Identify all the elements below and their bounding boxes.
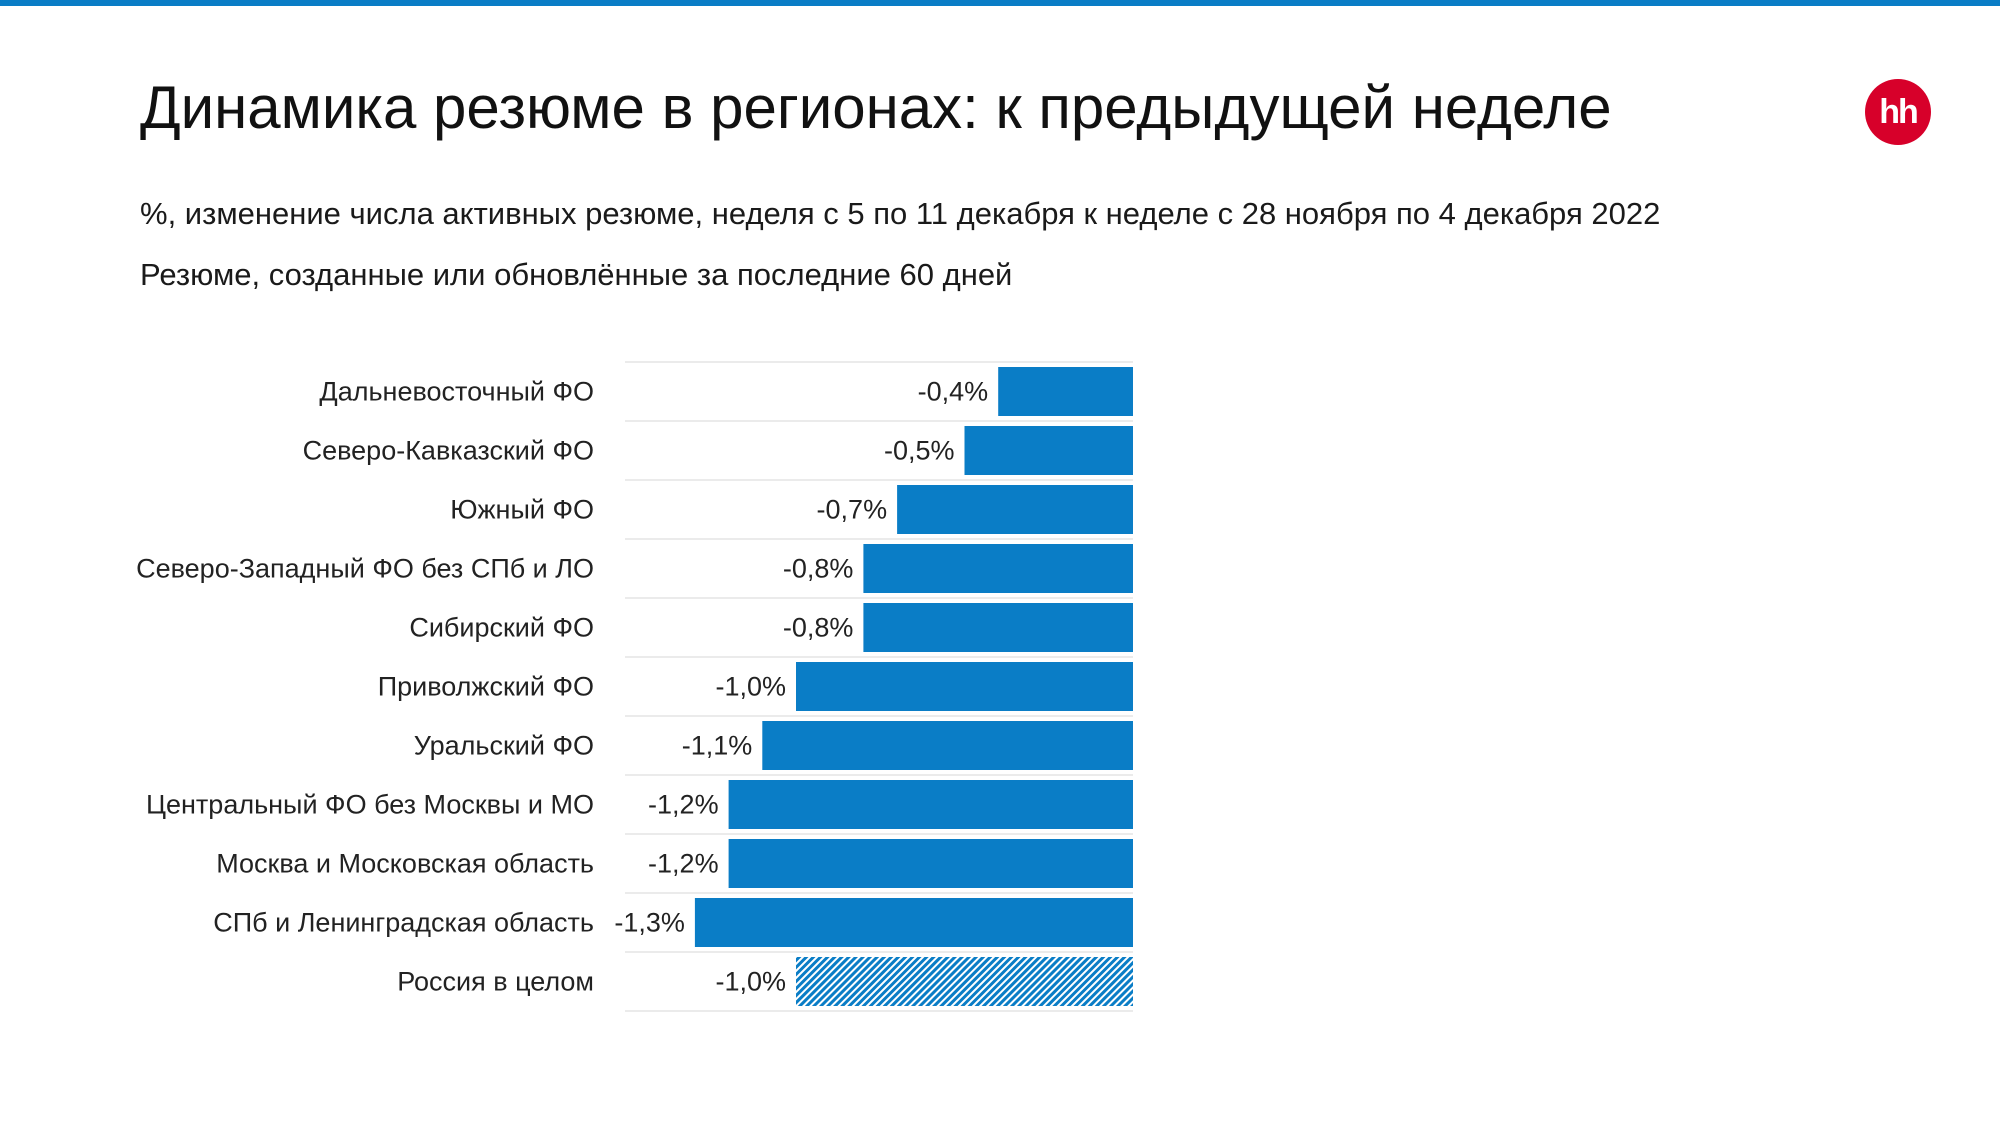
bar <box>728 839 1133 888</box>
chart-note: Резюме, созданные или обновлённые за пос… <box>140 257 1013 292</box>
category-label: Уральский ФО <box>414 731 594 761</box>
chart-subtitle: %, изменение числа активных резюме, неде… <box>140 196 1661 231</box>
bar <box>897 485 1133 534</box>
value-label: -1,3% <box>614 908 685 938</box>
category-label: СПб и Ленинградская область <box>213 908 594 938</box>
value-label: -1,0% <box>715 672 786 702</box>
value-label: -1,2% <box>648 849 719 879</box>
bar <box>694 898 1133 947</box>
category-label: Центральный ФО без Москвы и МО <box>146 790 594 820</box>
bar <box>863 544 1133 593</box>
category-label: Сибирский ФО <box>409 613 594 643</box>
category-label: Северо-Кавказский ФО <box>303 436 594 466</box>
hh-logo-icon: hh <box>1865 79 1931 145</box>
value-label: -1,1% <box>682 731 753 761</box>
bar <box>728 780 1133 829</box>
category-label: Москва и Московская область <box>216 849 594 879</box>
value-label: -0,8% <box>783 613 854 643</box>
bar <box>863 603 1133 652</box>
top-accent-rule <box>0 0 2000 6</box>
value-label: -1,2% <box>648 790 719 820</box>
category-label: Северо-Западный ФО без СПб и ЛО <box>136 554 594 584</box>
page-title: Динамика резюме в регионах: к предыдущей… <box>140 74 1612 141</box>
bar-chart: Дальневосточный ФО -0,4% Северо-Кавказский… <box>136 361 1133 1012</box>
value-label: -1,0% <box>715 967 786 997</box>
bar <box>762 721 1133 770</box>
category-label: Дальневосточный ФО <box>319 377 594 407</box>
value-label: -0,4% <box>918 377 989 407</box>
category-label: Южный ФО <box>450 495 594 525</box>
value-label: -0,7% <box>817 495 888 525</box>
category-label: Россия в целом <box>397 967 594 997</box>
value-label: -0,5% <box>884 436 955 466</box>
bar <box>796 662 1133 711</box>
bar <box>964 426 1133 475</box>
chart-rows: Дальневосточный ФО -0,4% Северо-Кавказский… <box>136 361 1133 1012</box>
bar <box>998 367 1133 416</box>
category-label: Приволжский ФО <box>378 672 594 702</box>
value-label: -0,8% <box>783 554 854 584</box>
bar-total <box>796 957 1133 1006</box>
